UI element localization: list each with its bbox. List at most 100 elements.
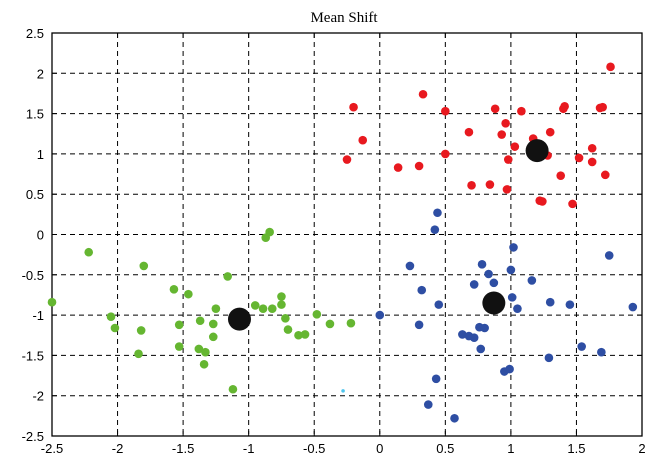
data-point (300, 330, 310, 339)
plot-frame (51, 32, 643, 437)
data-point (134, 349, 143, 359)
x-tick-label: 0 (376, 441, 383, 456)
data-point (223, 272, 232, 281)
data-point (174, 342, 184, 351)
cluster-center (525, 139, 549, 163)
data-point (544, 353, 554, 363)
data-point (434, 300, 444, 309)
data-point (139, 261, 149, 271)
data-point (418, 89, 428, 99)
data-point (565, 300, 575, 309)
x-tick-label: 0.5 (436, 441, 454, 456)
y-tick-label: -0.5 (22, 268, 44, 283)
data-point (513, 304, 522, 313)
data-point (503, 155, 513, 164)
data-point (341, 389, 345, 393)
x-tick-label: 1.5 (567, 441, 585, 456)
data-point (281, 314, 290, 323)
data-point (431, 374, 441, 384)
data-point (469, 333, 479, 342)
data-point (476, 344, 486, 354)
data-point (490, 104, 500, 114)
data-point (195, 316, 205, 326)
chart-title: Mean Shift (310, 10, 378, 26)
data-point (587, 157, 597, 167)
data-point (517, 106, 526, 116)
data-point (464, 127, 474, 137)
data-point (587, 143, 597, 153)
data-point (294, 330, 303, 340)
x-tick-label: -2.5 (41, 441, 63, 456)
data-point (484, 269, 493, 279)
data-point (199, 359, 209, 369)
data-point (506, 265, 516, 275)
data-point (110, 323, 120, 333)
data-point (477, 260, 487, 269)
data-point (228, 384, 238, 394)
data-point (556, 171, 566, 180)
data-point (267, 304, 277, 313)
data-point (507, 293, 517, 302)
data-point (604, 251, 614, 260)
data-point (560, 102, 569, 111)
data-point (510, 142, 520, 151)
data-point (458, 330, 467, 339)
data-point (600, 170, 610, 180)
data-point (441, 106, 450, 116)
data-point (501, 118, 510, 128)
data-point (450, 413, 459, 423)
y-tick-label: 1 (37, 147, 44, 162)
cluster-center (482, 291, 506, 315)
data-point (545, 297, 555, 307)
data-point (349, 102, 358, 112)
data-point (469, 280, 479, 289)
data-point (405, 261, 415, 271)
data-point (106, 312, 116, 322)
x-tick-label: 2 (638, 441, 645, 456)
data-point (250, 301, 260, 310)
y-tick-label: 2.5 (26, 26, 44, 41)
data-point (201, 347, 210, 357)
data-point (414, 161, 424, 171)
data-point (577, 342, 586, 351)
data-point (417, 285, 427, 295)
data-point (342, 155, 352, 164)
data-point (606, 62, 615, 72)
grid (52, 33, 642, 436)
data-point (574, 153, 584, 163)
data-point (527, 276, 537, 285)
axis-ticks: -2.5 -2 -1.5 -1 -0.5 0 0.5 1 1.5 2 -2.5 -2 -1.5 -1 -0.… (22, 26, 646, 456)
data-point (497, 130, 507, 139)
data-point (358, 135, 368, 145)
y-tick-label: -1.5 (22, 348, 44, 363)
data-point (211, 304, 221, 313)
data-point (568, 199, 577, 209)
data-point (208, 332, 218, 342)
data-point (283, 325, 293, 334)
y-tick-label: -1 (32, 308, 44, 323)
data-point (208, 319, 218, 329)
data-point (258, 304, 268, 313)
data-point (502, 185, 512, 194)
data-point (194, 344, 204, 354)
data-point (312, 309, 322, 319)
data-point (136, 326, 146, 335)
data-point (509, 243, 518, 252)
y-tick-label: -2.5 (22, 429, 44, 444)
x-tick-label: -0.5 (303, 441, 325, 456)
data-points (47, 62, 638, 423)
data-point (169, 285, 179, 294)
data-point (423, 400, 433, 409)
data-point (277, 292, 286, 301)
y-tick-label: 2 (37, 66, 44, 81)
cluster-centers (227, 139, 549, 331)
data-point (375, 310, 385, 320)
data-point (393, 163, 403, 172)
x-tick-label: -1.5 (172, 441, 194, 456)
data-point (265, 227, 274, 237)
data-point (545, 127, 555, 137)
data-point (84, 247, 94, 257)
data-point (598, 102, 607, 112)
data-point (184, 289, 193, 299)
